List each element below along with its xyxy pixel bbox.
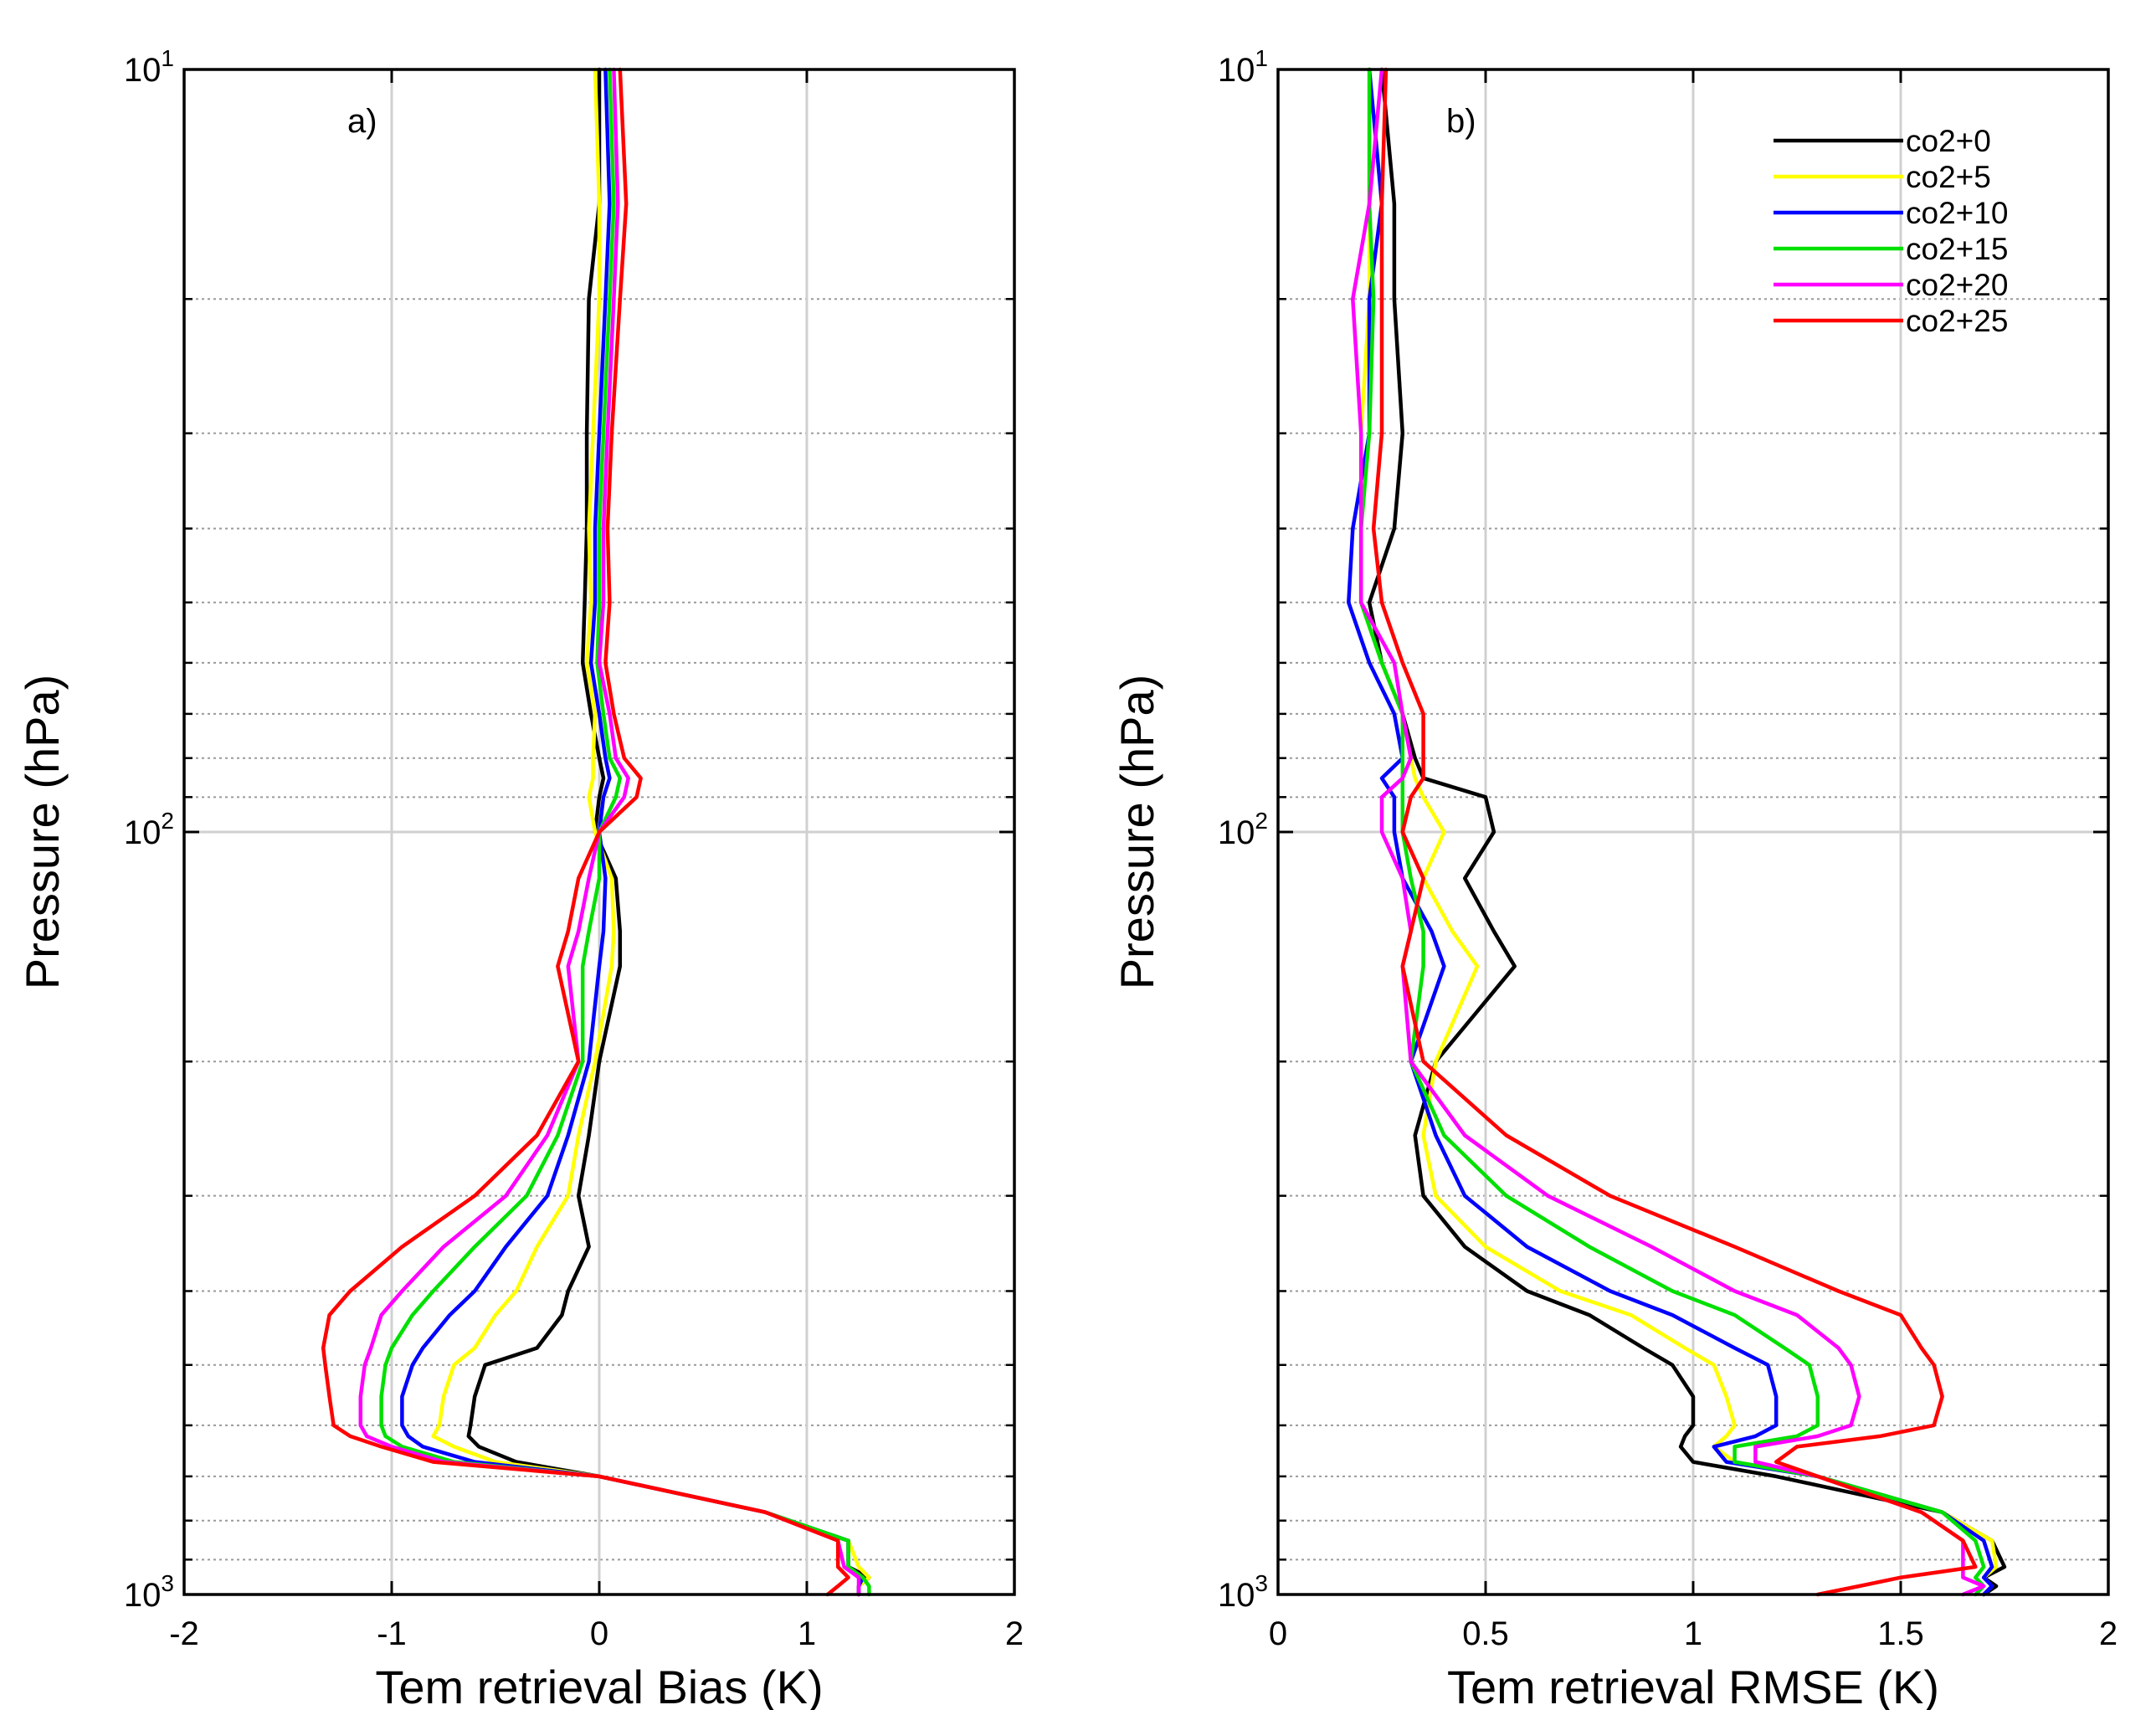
legend-entry: co2+5 — [1906, 160, 1991, 194]
x-tick-label: 1 — [798, 1615, 816, 1652]
legend-entry: co2+25 — [1906, 304, 2008, 338]
y-tick-label: 103 — [124, 1570, 174, 1614]
x-tick-label: 0.5 — [1462, 1615, 1509, 1652]
series-line-co2-plus-0 — [1367, 67, 2007, 1597]
x-tick-label: 0 — [1269, 1615, 1287, 1652]
y-tick-label: 102 — [124, 808, 174, 851]
y-axis-label: Pressure (hPa) — [16, 675, 69, 990]
panel-label: a) — [347, 103, 377, 140]
legend-entry: co2+15 — [1906, 232, 2008, 266]
x-tick-label: 0 — [590, 1615, 608, 1652]
y-tick-label: 101 — [1218, 45, 1268, 89]
x-tick-label: -1 — [377, 1615, 407, 1652]
x-tick-label: -2 — [169, 1615, 199, 1652]
panel-a-bias: -2 -1 0 1 2 101 102 103 Tem retrieval Bias (K) Pr… — [16, 45, 1024, 1710]
x-tick-label: 2 — [2099, 1615, 2118, 1652]
y-tick-label: 102 — [1218, 808, 1268, 851]
x-tick-label: 1 — [1684, 1615, 1702, 1652]
x-tick-label: 1.5 — [1877, 1615, 1924, 1652]
x-axis-label: Tem retrieval RMSE (K) — [1447, 1661, 1939, 1710]
legend-entry: co2+10 — [1906, 196, 2008, 230]
panel-b-rmse: 0 0.5 1 1.5 2 101 102 103 Tem retrieval RMSE (K)… — [1111, 45, 2118, 1710]
legend-entry: co2+20 — [1906, 268, 2008, 302]
panel-label: b) — [1446, 103, 1476, 140]
series-line-co2-plus-25 — [1371, 67, 1978, 1597]
x-tick-label: 2 — [1005, 1615, 1024, 1652]
legend-entry: co2+0 — [1906, 124, 1991, 158]
y-tick-label: 101 — [124, 45, 174, 89]
series-line-co2-plus-15 — [1358, 67, 1986, 1597]
series-line-co2-plus-25 — [321, 67, 850, 1597]
x-axis-label: Tem retrieval Bias (K) — [375, 1661, 823, 1710]
y-tick-label: 103 — [1218, 1570, 1268, 1614]
y-axis-label: Pressure (hPa) — [1111, 675, 1163, 990]
